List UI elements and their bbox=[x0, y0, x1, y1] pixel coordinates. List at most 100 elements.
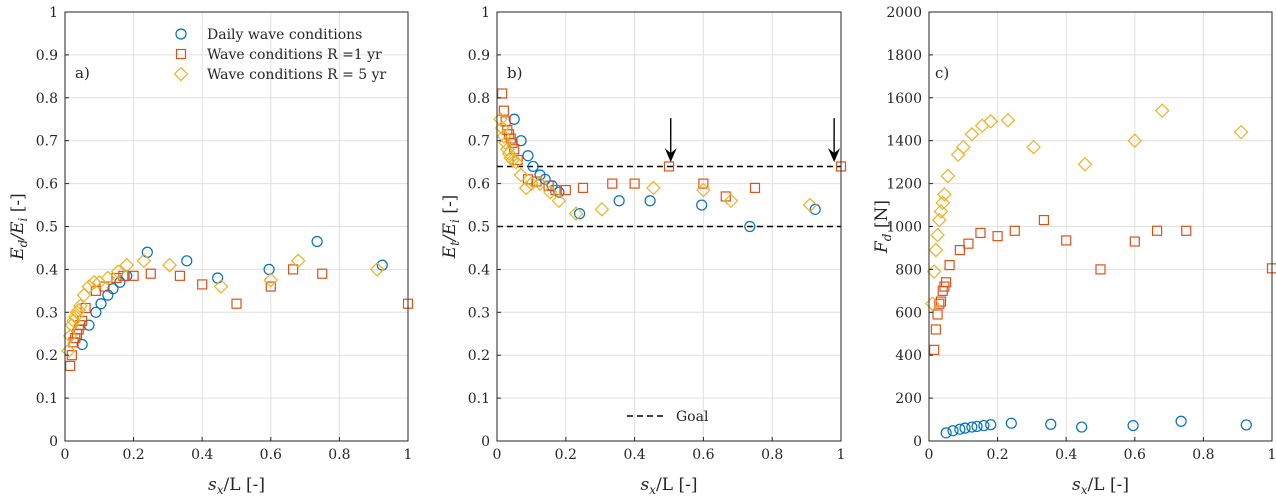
arrow-marker bbox=[664, 118, 677, 163]
data-point-r1 bbox=[317, 268, 328, 279]
data-point-r1 bbox=[1061, 235, 1072, 246]
data-point-daily bbox=[971, 420, 983, 433]
data-point-r5 bbox=[983, 114, 999, 129]
data-point-r1 bbox=[975, 227, 986, 239]
data-point-daily bbox=[522, 150, 534, 162]
data-point-r5 bbox=[61, 343, 76, 359]
x-tick-label: 0.6 bbox=[1124, 447, 1146, 463]
arrow-marker bbox=[828, 118, 841, 163]
y-tick-label: 1 bbox=[49, 5, 58, 21]
data-point-daily bbox=[76, 338, 88, 351]
data-point-r1 bbox=[1181, 225, 1192, 236]
x-tick-label: 1 bbox=[1268, 447, 1276, 463]
data-point-r5 bbox=[802, 197, 818, 213]
data-point-r1 bbox=[111, 272, 122, 284]
data-point-r5 bbox=[86, 274, 102, 290]
y-tick-label: 0.8 bbox=[468, 91, 490, 107]
y-tick-label: 200 bbox=[895, 391, 922, 407]
x-tick-label: 0 bbox=[493, 447, 502, 463]
y-tick-label: 400 bbox=[895, 348, 922, 364]
data-point-r1 bbox=[174, 270, 186, 281]
y-tick-label: 0.1 bbox=[468, 391, 490, 407]
data-point-r5 bbox=[290, 253, 306, 269]
data-point-r1 bbox=[145, 268, 156, 279]
data-point-daily bbox=[263, 263, 275, 275]
data-point-daily bbox=[613, 195, 625, 207]
data-point-r5 bbox=[369, 262, 385, 277]
arrow-head bbox=[828, 148, 841, 163]
data-point-daily bbox=[573, 208, 586, 220]
x-axis-label: sx/L [-] bbox=[1072, 475, 1129, 497]
series-daily bbox=[508, 113, 821, 233]
data-point-r5 bbox=[931, 212, 947, 228]
data-point-r1 bbox=[941, 277, 952, 288]
data-point-r5 bbox=[937, 186, 952, 202]
data-point-daily bbox=[940, 427, 952, 439]
data-point-daily bbox=[1175, 415, 1187, 427]
data-point-r5 bbox=[930, 227, 945, 243]
data-point-r5 bbox=[532, 176, 548, 191]
data-point-r1 bbox=[99, 281, 110, 292]
panel-label: c) bbox=[935, 64, 949, 82]
data-point-r5 bbox=[501, 146, 517, 161]
series-daily bbox=[940, 415, 1252, 439]
data-point-r1 bbox=[963, 238, 974, 249]
x-tick-label: 1 bbox=[404, 447, 413, 463]
y-axis-label: Fd [N] bbox=[872, 200, 894, 254]
data-point-daily bbox=[985, 419, 997, 431]
x-tick-label: 0.4 bbox=[191, 447, 213, 463]
data-point-r5 bbox=[73, 298, 88, 314]
y-axis-label-rest: [-] bbox=[440, 195, 460, 219]
data-point-r5 bbox=[494, 120, 510, 136]
legend-label-r1: Wave conditions R =1 yr bbox=[207, 47, 382, 63]
legend-label-daily: Daily wave conditions bbox=[207, 27, 362, 43]
data-point-daily bbox=[1005, 417, 1017, 429]
y-axis-label-sub: t bbox=[448, 241, 462, 246]
data-point-r5 bbox=[1233, 124, 1249, 140]
data-point-r5 bbox=[505, 152, 520, 168]
y-tick-label: 0.3 bbox=[36, 305, 58, 321]
data-point-r1 bbox=[934, 298, 945, 309]
x-tick-label: 0.2 bbox=[555, 447, 577, 463]
y-tick-label: 1 bbox=[481, 5, 490, 21]
data-point-r1 bbox=[930, 324, 941, 335]
y-tick-label: 0 bbox=[49, 434, 58, 450]
panel-a: 0 0.2 0.4 0.6 0.8 1 0 0.1 0.2 0.3 0.4 0.5 0.6 0.7 0.8 0… bbox=[8, 5, 414, 497]
y-tick-label: 0.3 bbox=[468, 305, 490, 321]
y-axis-label-main: F bbox=[872, 240, 892, 254]
y-tick-label: 0.1 bbox=[36, 391, 58, 407]
y-tick-label: 0.4 bbox=[36, 262, 58, 278]
x-tick-label: 0 bbox=[61, 447, 70, 463]
x-tick-label: 0.8 bbox=[1192, 447, 1214, 463]
data-point-r1 bbox=[577, 182, 589, 193]
y-tick-label: 0.2 bbox=[468, 348, 490, 364]
data-point-daily bbox=[527, 160, 539, 173]
data-point-daily bbox=[508, 113, 520, 125]
data-point-r1 bbox=[1009, 225, 1020, 236]
y-tick-label: 1600 bbox=[886, 91, 922, 107]
data-point-r5 bbox=[935, 195, 951, 211]
x-axis-label-main: s bbox=[208, 475, 217, 495]
data-point-r1 bbox=[560, 184, 571, 196]
data-point-r1 bbox=[629, 178, 640, 189]
data-point-r1 bbox=[929, 344, 940, 355]
panel-b: 0 0.2 0.4 0.6 0.8 1 0 0.1 0.2 0.3 0.4 0.5 0.6 0.7 0.8 0… bbox=[440, 5, 847, 497]
data-point-r5 bbox=[508, 154, 524, 170]
y-axis-label-main: E bbox=[440, 245, 460, 259]
data-point-r1 bbox=[287, 264, 299, 275]
y-tick-label: 0.7 bbox=[468, 134, 490, 150]
legend-label-r5: Wave conditions R = 5 yr bbox=[207, 67, 387, 83]
x-axis-label: sx/L [-] bbox=[641, 475, 698, 497]
panel-label: a) bbox=[75, 64, 90, 82]
y-tick-label: 0.4 bbox=[468, 262, 490, 278]
data-point-r1 bbox=[954, 244, 965, 256]
x-axis-label: sx/L [-] bbox=[208, 475, 265, 497]
y-axis-label-sub: d bbox=[16, 239, 30, 247]
legend: Daily wave conditions Wave conditions R =… bbox=[173, 27, 387, 83]
data-point-r1 bbox=[663, 161, 675, 172]
y-tick-label: 0.6 bbox=[468, 177, 490, 193]
y-tick-label: 0.7 bbox=[36, 134, 58, 150]
y-axis-label: Et/Ei [-] bbox=[440, 195, 462, 260]
legend-label-goal: Goal bbox=[676, 409, 709, 425]
